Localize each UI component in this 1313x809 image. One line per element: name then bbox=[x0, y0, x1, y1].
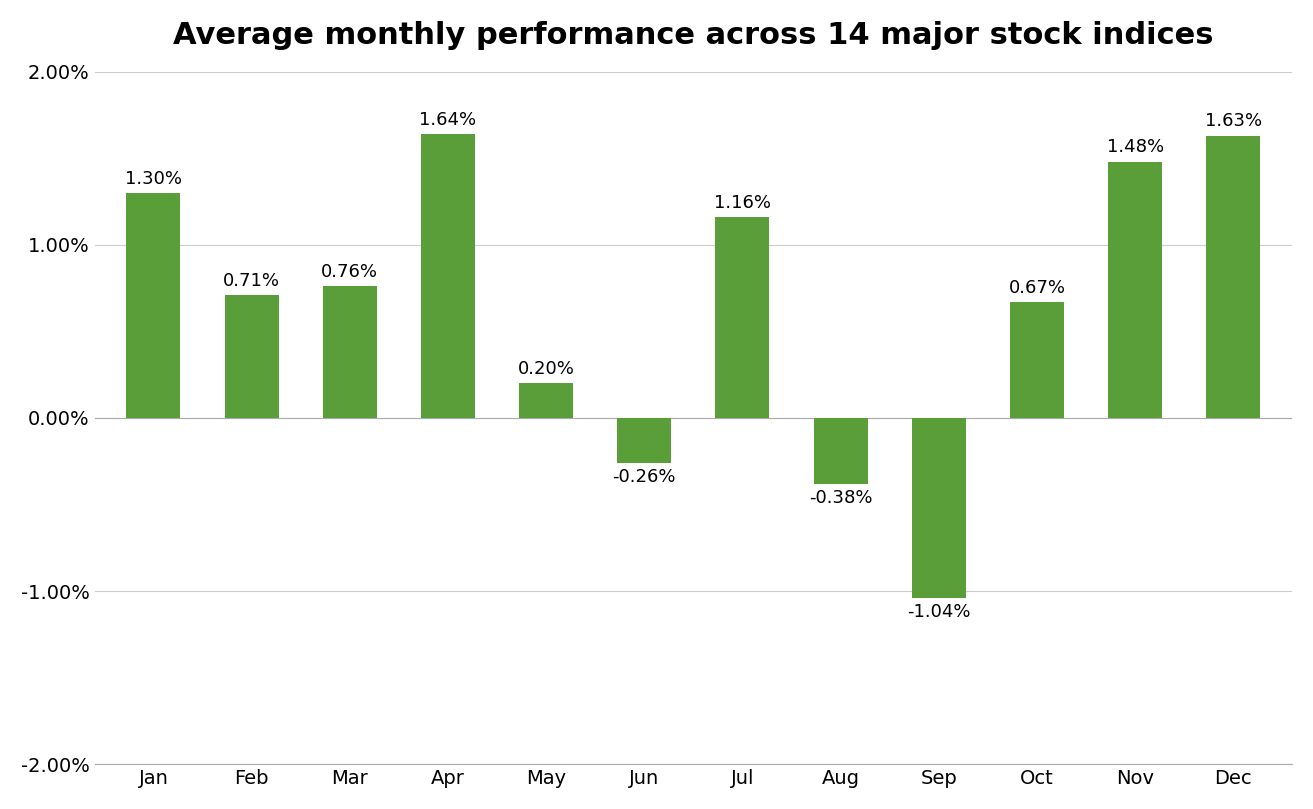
Text: 0.67%: 0.67% bbox=[1008, 279, 1065, 297]
Bar bbox=[617, 418, 671, 463]
Text: 1.30%: 1.30% bbox=[125, 170, 183, 188]
Bar bbox=[814, 418, 868, 484]
Text: 0.20%: 0.20% bbox=[517, 360, 575, 378]
Bar bbox=[1108, 162, 1162, 418]
Bar bbox=[911, 418, 966, 598]
Text: 1.48%: 1.48% bbox=[1107, 138, 1163, 156]
Text: -0.26%: -0.26% bbox=[613, 468, 676, 486]
Bar bbox=[716, 217, 769, 418]
Bar bbox=[519, 383, 572, 418]
Bar bbox=[1207, 136, 1260, 418]
Bar bbox=[323, 286, 377, 418]
Text: 1.64%: 1.64% bbox=[419, 111, 477, 129]
Bar bbox=[225, 295, 278, 418]
Bar bbox=[1010, 302, 1064, 418]
Text: -1.04%: -1.04% bbox=[907, 604, 970, 621]
Text: 0.71%: 0.71% bbox=[223, 272, 280, 290]
Text: -0.38%: -0.38% bbox=[809, 489, 872, 507]
Text: 1.16%: 1.16% bbox=[714, 194, 771, 212]
Title: Average monthly performance across 14 major stock indices: Average monthly performance across 14 ma… bbox=[173, 21, 1213, 50]
Bar bbox=[421, 134, 475, 418]
Text: 0.76%: 0.76% bbox=[322, 263, 378, 282]
Bar bbox=[126, 193, 180, 418]
Text: 1.63%: 1.63% bbox=[1205, 112, 1262, 130]
